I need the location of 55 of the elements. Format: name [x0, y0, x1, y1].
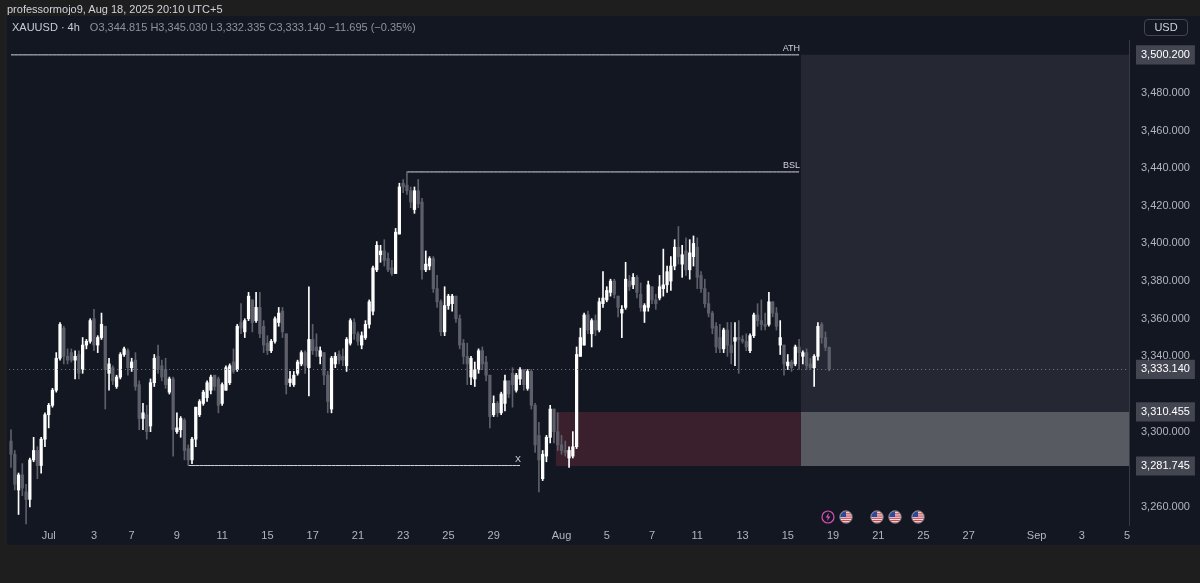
x-tick-label: 11 [216, 528, 228, 541]
y-tick-label: 3,420.000 [1141, 198, 1190, 211]
y-tick-label: 3,480.000 [1141, 85, 1190, 98]
y-tick-label: 3,460.000 [1141, 123, 1190, 136]
candlestick [733, 322, 737, 367]
candlestick [175, 412, 179, 434]
y-tick-label: 3,380.000 [1141, 274, 1190, 287]
x-tick-label: 5 [603, 528, 610, 541]
x-tick-label: 21 [351, 528, 365, 541]
y-tick-label: 3,300.000 [1141, 424, 1190, 437]
x-tick-label: Aug [551, 528, 572, 541]
y-tick-label: 3,500.200 [1141, 47, 1190, 60]
series-label: BSL [783, 159, 801, 170]
y-tick-label: 3,310.455 [1141, 405, 1190, 418]
x-tick-label: 3 [1078, 528, 1085, 541]
y-tick-label: 3,340.000 [1141, 349, 1190, 362]
candlestick [563, 440, 567, 457]
x-tick-label: 25 [917, 528, 930, 541]
x-tick-label: 15 [781, 528, 794, 541]
x-tick-label: 17 [306, 528, 319, 541]
x-tick-label: 15 [261, 528, 274, 541]
x-tick-label: 25 [442, 528, 455, 541]
y-tick-label: 3,400.000 [1141, 236, 1190, 249]
x-tick-label: Jul [41, 528, 56, 541]
candlestick [737, 320, 741, 374]
candlestick [141, 403, 145, 431]
y-tick-label: 3,260.000 [1141, 499, 1190, 512]
x-tick-label: 7 [128, 528, 135, 541]
series-label: X [515, 453, 522, 464]
x-tick-label: Sep [1026, 528, 1047, 541]
series-label: ATH [782, 42, 801, 53]
x-tick-label: 7 [648, 528, 656, 541]
chart-title: XAUUSD · 4h [12, 21, 80, 33]
x-tick-label: 23 [397, 528, 410, 541]
x-tick-label: 3 [90, 528, 98, 541]
candlestick [763, 312, 767, 331]
y-tick-label: 3,281.745 [1141, 459, 1190, 472]
x-tick-label: 19 [826, 528, 840, 541]
x-tick-label: 21 [872, 528, 885, 541]
x-tick-label: 11 [691, 528, 703, 541]
x-tick-label: 13 [736, 528, 749, 541]
candlestick [73, 350, 77, 380]
x-tick-label: 9 [173, 528, 180, 541]
x-tick-label: 5 [1124, 528, 1131, 541]
candlestick [288, 371, 292, 387]
candlestick [239, 303, 243, 335]
text: professormojo9, Aug 18, 2025 20:10 UTC+5 [7, 3, 223, 15]
x-tick-label: 29 [487, 528, 500, 541]
y-tick-label: 3,440.000 [1141, 161, 1190, 174]
candlestick [797, 339, 801, 370]
y-tick-label: 3,360.000 [1141, 311, 1190, 324]
x-tick-label: 27 [962, 528, 975, 541]
chart-subtitle: O3,344.815 H3,345.030 L3,332.335 C3,333.140 −11.695 (−0.35%) [89, 21, 416, 33]
y-tick-label: 3,333.140 [1141, 362, 1190, 375]
y-axis-title: USD [1144, 19, 1188, 36]
